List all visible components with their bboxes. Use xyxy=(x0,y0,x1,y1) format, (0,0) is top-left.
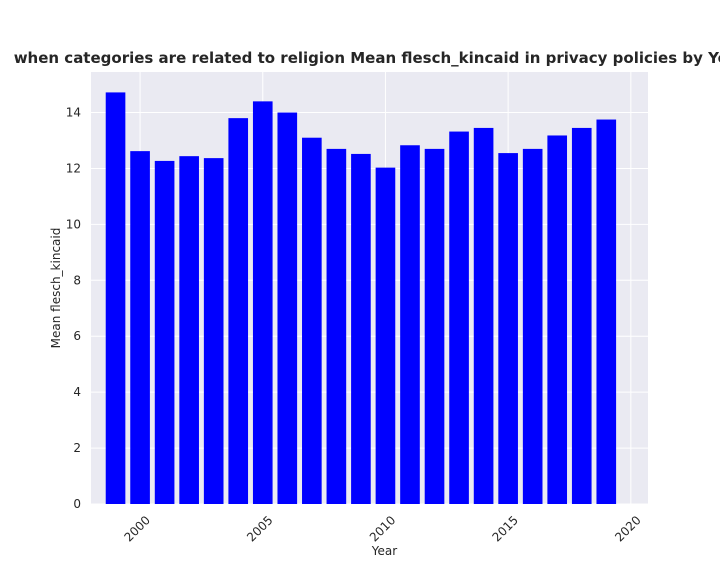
bar-2007 xyxy=(302,137,322,504)
y-tick-label: 10 xyxy=(66,217,81,231)
bar-2005 xyxy=(252,101,273,504)
bar-2014 xyxy=(473,127,494,504)
y-tick-label: 2 xyxy=(73,441,81,455)
bar-2015 xyxy=(498,153,518,504)
bar-2016 xyxy=(522,148,543,505)
bar-2017 xyxy=(547,135,568,504)
bar-2002 xyxy=(179,156,199,505)
bar-series xyxy=(105,92,617,505)
y-tick-label: 14 xyxy=(66,106,81,120)
bar-2011 xyxy=(400,145,420,505)
bar-2008 xyxy=(326,148,347,505)
bar-2012 xyxy=(424,148,445,505)
bar-2010 xyxy=(375,167,396,504)
y-tick-label: 0 xyxy=(73,497,81,511)
bar-2004 xyxy=(228,118,249,504)
bar-2000 xyxy=(130,151,150,504)
y-axis-label: Mean flesch_kincaid xyxy=(49,228,63,349)
y-tick-label: 6 xyxy=(73,329,81,343)
y-tick-label: 12 xyxy=(66,161,81,175)
y-tick-label: 4 xyxy=(73,385,81,399)
x-axis-ticks: 2000 2005 2010 2015 2020 xyxy=(121,513,643,544)
bar-2006 xyxy=(277,112,298,504)
x-tick-label: 2020 xyxy=(612,513,643,544)
bar-2018 xyxy=(571,127,592,504)
x-axis-label: Year xyxy=(371,544,397,558)
chart-title: when categories are related to religion … xyxy=(14,49,720,67)
bar-2001 xyxy=(154,160,175,504)
y-axis-ticks: 0 2 4 6 8 10 12 14 xyxy=(66,106,81,511)
x-tick-label: 2000 xyxy=(121,513,152,544)
bar-2019 xyxy=(596,119,617,504)
x-tick-label: 2015 xyxy=(490,513,521,544)
x-tick-label: 2010 xyxy=(367,513,398,544)
x-tick-label: 2005 xyxy=(244,513,275,544)
bar-2003 xyxy=(203,158,224,504)
bar-2013 xyxy=(449,131,469,504)
bar-1999 xyxy=(105,92,126,504)
y-tick-label: 8 xyxy=(73,273,81,287)
bar-2009 xyxy=(351,153,371,504)
